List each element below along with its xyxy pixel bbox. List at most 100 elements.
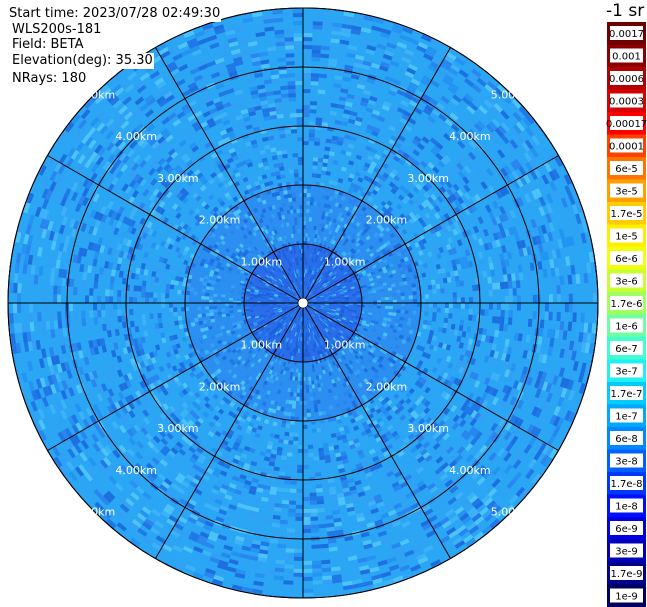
- range-gate-cell: [404, 295, 409, 300]
- range-gate-cell: [271, 268, 275, 273]
- range-gate-cell: [446, 380, 454, 388]
- range-gate-cell: [310, 314, 314, 318]
- range-gate-cell: [269, 433, 276, 438]
- range-gate-cell: [529, 426, 538, 436]
- range-gate-cell: [516, 178, 524, 188]
- range-gate-cell: [129, 358, 136, 366]
- range-gate-cell: [327, 318, 332, 322]
- range-gate-cell: [317, 407, 323, 412]
- range-gate-cell: [305, 384, 309, 389]
- range-gate-cell: [445, 355, 452, 363]
- range-gate-cell: [308, 452, 314, 457]
- range-gate-cell: [427, 251, 433, 258]
- range-gate-cell: [74, 403, 82, 413]
- range-gate-cell: [291, 193, 296, 198]
- range-gate-cell: [273, 295, 278, 298]
- range-gate-cell: [339, 292, 345, 296]
- range-gate-cell: [269, 295, 274, 298]
- range-gate-cell: [545, 392, 553, 403]
- range-gate-cell: [285, 306, 290, 309]
- range-gate-cell: [410, 403, 418, 410]
- range-gate-cell: [319, 265, 323, 270]
- range-gate-cell: [248, 240, 253, 245]
- range-gate-cell: [377, 530, 388, 537]
- range-gate-cell: [424, 104, 434, 113]
- range-gate-cell: [441, 327, 447, 334]
- range-gate-cell: [191, 49, 202, 57]
- range-gate-cell: [251, 414, 258, 420]
- range-gate-cell: [154, 520, 165, 529]
- range-gate-cell: [412, 291, 417, 296]
- range-gate-cell: [213, 293, 218, 297]
- range-gate-cell: [270, 312, 275, 315]
- range-gate-cell: [572, 303, 577, 313]
- range-gate-cell: [297, 448, 303, 453]
- range-gate-cell: [483, 497, 494, 507]
- range-gate-cell: [328, 404, 334, 410]
- range-gate-cell: [245, 379, 251, 385]
- range-gate-cell: [300, 381, 303, 385]
- range-gate-cell: [286, 282, 290, 287]
- range-gate-cell: [275, 384, 280, 390]
- range-gate-cell: [203, 390, 210, 397]
- range-gate-cell: [204, 542, 215, 550]
- range-gate-cell: [162, 278, 168, 284]
- range-gate-cell: [306, 388, 310, 393]
- range-gate-cell: [240, 160, 247, 166]
- range-gate-cell: [311, 544, 321, 549]
- range-gate-cell: [182, 408, 190, 416]
- range-gate-cell: [272, 339, 276, 344]
- range-gate-cell: [350, 493, 359, 499]
- range-gate-cell: [351, 313, 356, 317]
- range-gate-cell: [82, 178, 90, 188]
- range-gate-cell: [45, 320, 51, 330]
- range-gate-cell: [207, 279, 212, 284]
- range-gate-cell: [321, 170, 327, 175]
- range-gate-cell: [325, 250, 329, 255]
- range-gate-cell: [325, 458, 332, 464]
- range-gate-cell: [575, 202, 583, 214]
- range-gate-cell: [108, 217, 115, 226]
- range-gate-cell: [41, 188, 49, 199]
- range-gate-cell: [274, 311, 279, 314]
- range-gate-cell: [268, 324, 273, 328]
- range-gate-cell: [553, 258, 559, 268]
- range-gate-cell: [193, 333, 199, 339]
- range-gate-cell: [260, 227, 265, 232]
- range-gate-cell: [299, 193, 303, 198]
- range-gate-cell: [444, 479, 454, 488]
- range-gate-cell: [352, 245, 358, 250]
- range-gate-cell: [39, 218, 47, 229]
- range-gate-cell: [9, 323, 15, 334]
- range-gate-cell: [252, 320, 257, 324]
- range-gate-cell: [148, 390, 156, 398]
- range-gate-cell: [246, 246, 252, 252]
- range-gate-cell: [429, 97, 439, 106]
- range-gate-cell: [306, 307, 309, 312]
- range-gate-cell: [273, 294, 278, 297]
- range-gate-cell: [250, 118, 258, 125]
- range-gate-cell: [488, 121, 498, 131]
- range-gate-cell: [309, 396, 314, 401]
- range-gate-cell: [204, 349, 210, 355]
- range-gate-cell: [109, 282, 114, 290]
- range-gate-cell: [201, 309, 206, 314]
- range-gate-cell: [267, 315, 272, 319]
- range-gate-cell: [333, 351, 338, 356]
- range-gate-cell: [312, 347, 316, 352]
- range-gate-cell: [279, 166, 285, 171]
- range-gate-cell: [279, 324, 283, 329]
- range-gate-cell: [196, 60, 207, 68]
- range-gate-cell: [511, 225, 518, 235]
- range-gate-cell: [292, 348, 295, 353]
- range-gate-cell: [293, 305, 298, 307]
- range-gate-cell: [166, 432, 174, 440]
- range-gate-cell: [319, 353, 323, 359]
- range-gate-cell: [299, 388, 303, 393]
- range-gate-cell: [365, 323, 370, 327]
- range-gate-cell: [145, 365, 152, 373]
- range-gate-cell: [355, 462, 363, 469]
- range-gate-cell: [363, 15, 375, 22]
- range-gate-cell: [507, 281, 513, 289]
- range-gate-cell: [350, 341, 355, 346]
